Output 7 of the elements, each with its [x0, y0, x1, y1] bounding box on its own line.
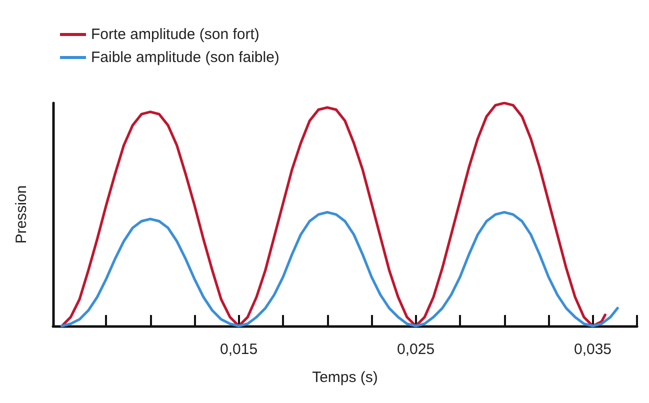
x-axis-title: Temps (s) — [312, 369, 378, 386]
x-tick-label: 0,015 — [220, 341, 258, 358]
legend-label: Forte amplitude (son fort) — [91, 26, 260, 43]
x-tick-label: 0,025 — [397, 341, 435, 358]
x-tick-label: 0,035 — [574, 341, 612, 358]
legend-label: Faible amplitude (son faible) — [91, 49, 280, 66]
y-axis-title: Pression — [13, 185, 30, 244]
